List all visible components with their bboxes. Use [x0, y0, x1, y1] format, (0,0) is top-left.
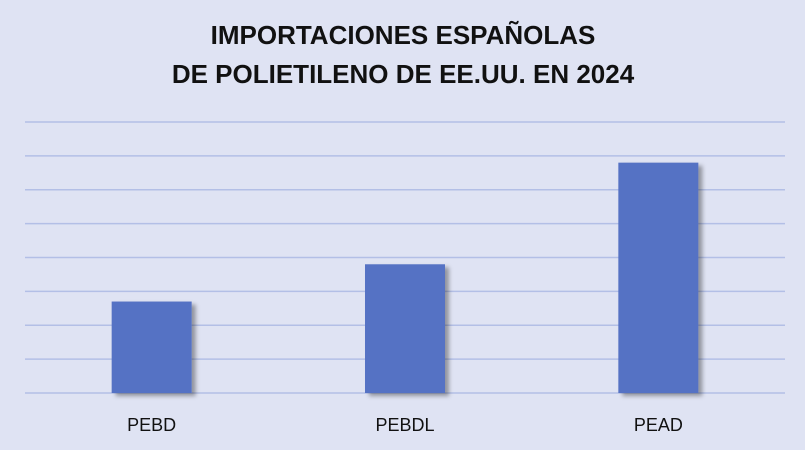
bar [618, 162, 699, 393]
x-tick-label: PEAD [634, 415, 683, 435]
chart-title: DE POLIETILENO DE EE.UU. EN 2024 [172, 59, 635, 89]
chart-title: IMPORTACIONES ESPAÑOLAS [211, 20, 596, 50]
x-tick-label: PEBDL [375, 415, 434, 435]
bar [365, 264, 445, 393]
bar [111, 301, 192, 393]
x-tick-label: PEBD [127, 415, 176, 435]
